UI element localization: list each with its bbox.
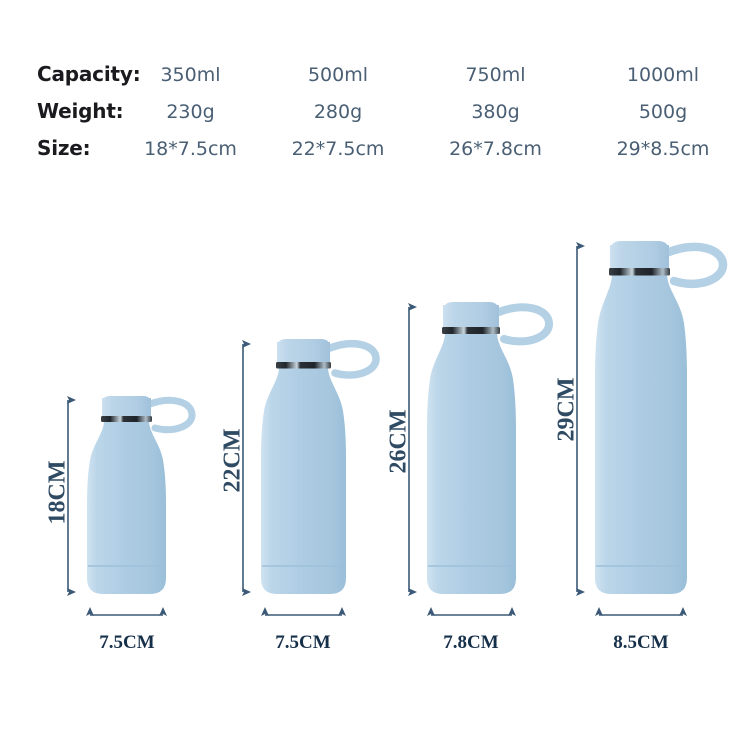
spec-label-capacity: Capacity: — [37, 62, 141, 86]
height-label-1000: 29CM — [553, 377, 580, 442]
cap-top-500 — [277, 342, 330, 362]
spec-capacity-1000: 1000ml — [626, 64, 700, 86]
height-label-350: 18CM — [44, 460, 71, 525]
width-label-500: 7.5CM — [275, 632, 331, 653]
spec-row-capacity: Capacity: 350ml 500ml 750ml 1000ml — [0, 62, 750, 99]
strap-icon-500 — [326, 340, 380, 379]
body-1000 — [595, 275, 687, 594]
bottle-1000ml — [576, 241, 728, 616]
body-750 — [427, 334, 516, 594]
body-500 — [261, 368, 346, 594]
spec-size-1000: 29*8.5cm — [616, 138, 710, 160]
spec-size-350: 18*7.5cm — [144, 138, 237, 160]
cap-band-750 — [442, 327, 500, 334]
bottle-500ml — [242, 339, 380, 616]
spec-size-500: 22*7.5cm — [291, 138, 385, 160]
spec-label-weight: Weight: — [37, 99, 124, 123]
cap-top-750 — [443, 305, 499, 327]
cap-band-350 — [101, 416, 152, 422]
spec-weight-750: 380g — [471, 101, 520, 123]
width-label-1000: 8.5CM — [613, 632, 669, 653]
strap-icon-1000 — [664, 242, 728, 289]
width-label-350: 7.5CM — [99, 632, 155, 653]
spec-size-750: 26*7.8cm — [449, 138, 542, 160]
cap-band-500 — [276, 362, 331, 369]
bottle-350ml — [67, 396, 196, 616]
spec-row-size: Size: 18*7.5cm 22*7.5cm 26*7.8cm 29*8.5c… — [0, 136, 750, 173]
strap-icon-750 — [495, 303, 553, 346]
strap-icon-350 — [146, 396, 196, 434]
spec-weight-350: 230g — [166, 101, 215, 123]
bottle-750ml — [408, 302, 553, 616]
body-350 — [87, 422, 166, 594]
cap-band-1000 — [609, 268, 670, 276]
spec-weight-1000: 500g — [638, 101, 688, 123]
width-label-750: 7.8CM — [443, 632, 499, 653]
spec-label-size: Size: — [37, 136, 91, 160]
height-label-750: 26CM — [385, 409, 412, 474]
cap-top-350 — [102, 398, 151, 416]
height-label-500: 22CM — [219, 428, 246, 493]
cap-top-1000 — [610, 245, 669, 268]
spec-capacity-750: 750ml — [465, 64, 526, 86]
spec-capacity-350: 350ml — [160, 64, 221, 86]
spec-weight-500: 280g — [313, 101, 363, 123]
spec-row-weight: Weight: 230g 280g 380g 500g — [0, 99, 750, 136]
spec-capacity-500: 500ml — [307, 64, 369, 86]
specification-table: Capacity: 350ml 500ml 750ml 1000ml Weigh… — [0, 62, 750, 173]
